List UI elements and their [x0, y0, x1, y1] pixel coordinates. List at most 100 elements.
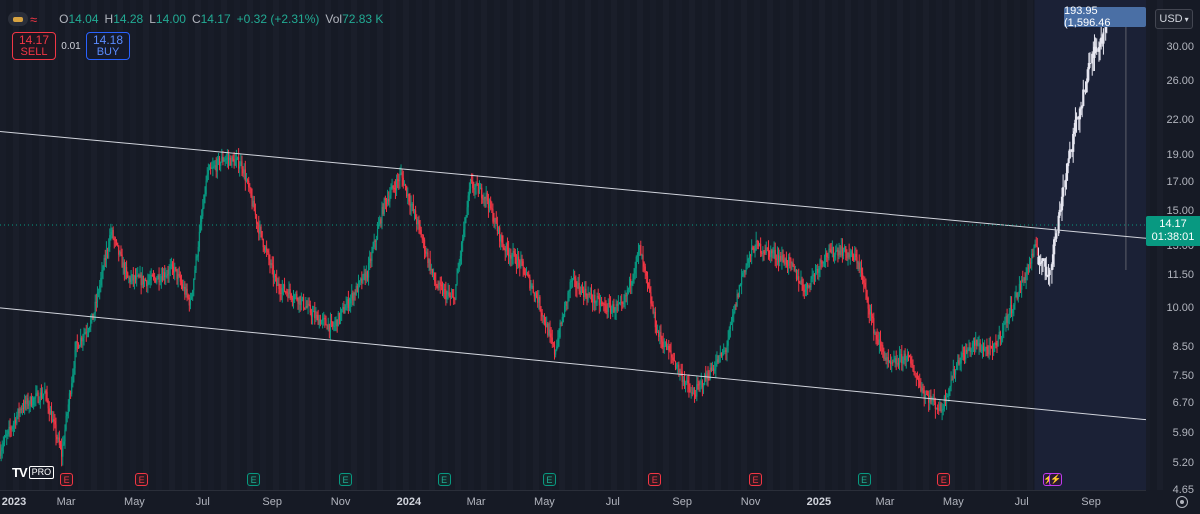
- candle-body: [754, 250, 756, 253]
- candle-body: [559, 322, 561, 338]
- candle-body: [593, 294, 595, 303]
- candle-body: [430, 268, 432, 271]
- candle-body: [1017, 293, 1019, 299]
- candle-body: [217, 158, 220, 160]
- candle-body: [235, 158, 237, 161]
- grid-band: [689, 0, 695, 490]
- earnings-event-icon[interactable]: E: [542, 473, 556, 486]
- time-tick-label: Mar: [466, 496, 486, 508]
- candle-body: [96, 292, 99, 303]
- candle-body: [858, 262, 860, 270]
- candle-body: [1067, 158, 1070, 164]
- candle-body: [984, 348, 986, 351]
- candle-body: [1087, 63, 1090, 70]
- buy-button[interactable]: 14.18 BUY: [86, 32, 130, 60]
- currency-selector[interactable]: USD ▾: [1155, 9, 1193, 29]
- candle-body: [1057, 215, 1060, 234]
- earnings-event-icon[interactable]: E: [339, 473, 353, 486]
- candle-body: [581, 287, 584, 291]
- candle-body: [853, 255, 855, 261]
- candle-body: [0, 450, 1, 457]
- candle-body: [551, 337, 553, 344]
- candle-body: [150, 274, 152, 280]
- wave-icon[interactable]: ≈: [30, 11, 38, 27]
- candle-body: [943, 396, 945, 409]
- earnings-event-icon[interactable]: E: [857, 473, 871, 486]
- candle-body: [52, 419, 54, 423]
- earnings-event-icon[interactable]: E: [247, 473, 261, 486]
- candle-body: [50, 410, 53, 423]
- candle-body: [324, 318, 326, 320]
- candle-body: [289, 289, 291, 294]
- candle-body: [954, 369, 957, 375]
- candle-body: [769, 250, 771, 257]
- candle-body: [451, 296, 454, 298]
- candle-body: [195, 256, 197, 271]
- candle-body: [588, 293, 590, 296]
- candle-body: [994, 343, 996, 345]
- candle-body: [708, 378, 710, 380]
- earnings-event-icon[interactable]: E: [749, 473, 763, 486]
- earnings-event-icon[interactable]: E: [437, 473, 451, 486]
- time-tick-label: Mar: [56, 496, 76, 508]
- candle-body: [515, 263, 518, 266]
- candle-body: [196, 256, 198, 258]
- candle-body: [86, 331, 88, 333]
- grid-band: [494, 0, 500, 490]
- earnings-event-icon[interactable]: E: [937, 473, 951, 486]
- earnings-event-icon[interactable]: E: [648, 473, 662, 486]
- candle-body: [881, 344, 883, 346]
- earnings-event-icon[interactable]: E: [135, 473, 149, 486]
- candle-body: [1078, 108, 1082, 120]
- earnings-event-icon[interactable]: ⚡: [1049, 473, 1063, 486]
- candle-body: [521, 258, 523, 262]
- candle-body: [3, 437, 6, 443]
- time-tick-label: Nov: [330, 496, 351, 508]
- candle-body: [605, 305, 607, 312]
- time-tick-label: May: [534, 496, 555, 508]
- candle-body: [923, 390, 925, 398]
- candle-body: [462, 239, 464, 243]
- candle-body: [649, 287, 651, 293]
- grid-band: [702, 0, 708, 490]
- grid-band: [845, 0, 851, 490]
- candle-body: [463, 229, 465, 240]
- buy-label: BUY: [96, 46, 120, 58]
- candle-body: [882, 345, 884, 352]
- candle-body: [131, 274, 133, 278]
- candle-body: [1035, 244, 1037, 247]
- candle-body: [123, 262, 125, 274]
- candle-body: [561, 317, 563, 324]
- candle-body: [671, 354, 673, 358]
- candle-body: [290, 293, 292, 299]
- candle-body: [190, 296, 193, 299]
- earnings-event-icon[interactable]: E: [60, 473, 74, 486]
- candle-body: [268, 252, 270, 260]
- symbol-logo-icon[interactable]: [8, 12, 28, 26]
- candle-body: [458, 261, 460, 269]
- candle-body: [375, 239, 377, 242]
- candle-body: [337, 312, 339, 327]
- candle-body: [925, 394, 928, 396]
- candle-body: [84, 332, 86, 334]
- time-tick-label: Mar: [875, 496, 895, 508]
- candle-body: [542, 315, 544, 317]
- candle-body: [679, 371, 681, 373]
- candle-body: [903, 353, 905, 357]
- candle-body: [378, 224, 380, 229]
- candle-body: [283, 284, 286, 292]
- candle-body: [73, 368, 75, 375]
- candle-body: [5, 436, 7, 438]
- time-tick-label: Jul: [1014, 496, 1029, 508]
- candle-body: [185, 288, 187, 295]
- tradingview-logo[interactable]: TV PRO: [12, 465, 55, 480]
- candle-body: [598, 297, 600, 306]
- settings-gear-icon[interactable]: [1176, 496, 1188, 508]
- candle-body: [250, 188, 252, 197]
- candle-body: [422, 239, 425, 241]
- grid-band: [741, 0, 747, 490]
- candle-body: [455, 284, 457, 299]
- sell-button[interactable]: 14.17 SELL: [12, 32, 56, 60]
- candle-body: [316, 314, 318, 316]
